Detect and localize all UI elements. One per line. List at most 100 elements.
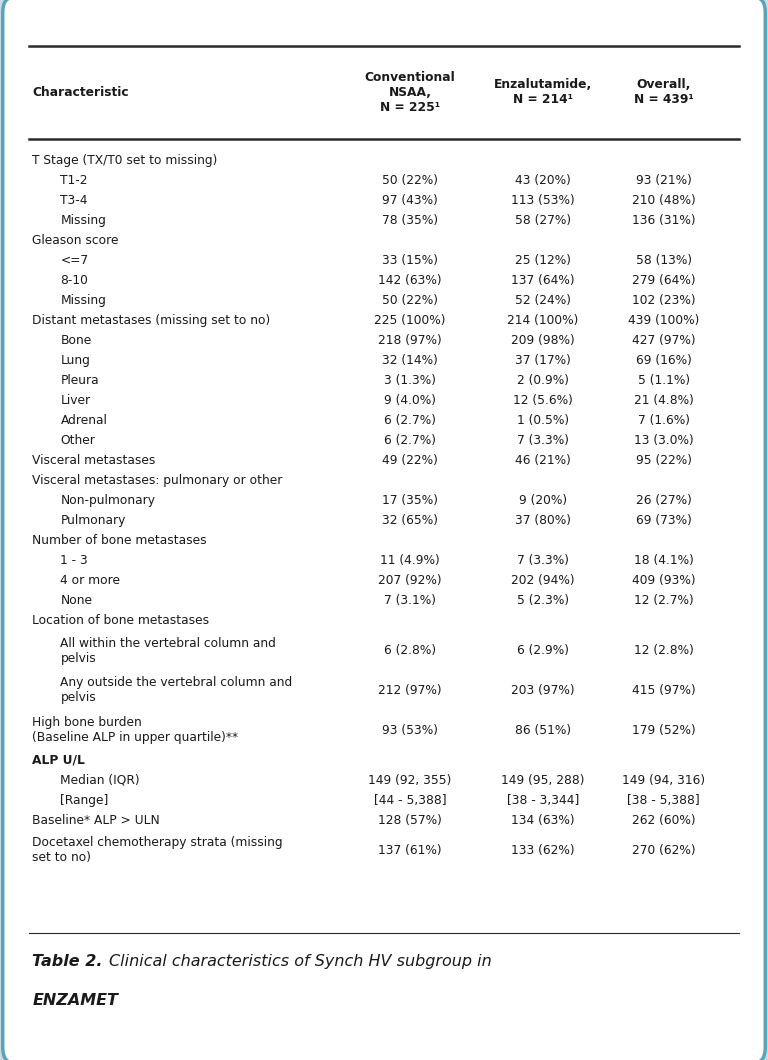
Text: 25 (12%): 25 (12%) [515,254,571,267]
Text: 212 (97%): 212 (97%) [378,684,442,697]
Text: 415 (97%): 415 (97%) [632,684,696,697]
Text: [38 - 3,344]: [38 - 3,344] [507,794,579,807]
Text: 9 (4.0%): 9 (4.0%) [384,394,436,407]
Text: Non-pulmonary: Non-pulmonary [61,494,155,507]
Text: 37 (80%): 37 (80%) [515,514,571,527]
Text: Distant metastases (missing set to no): Distant metastases (missing set to no) [32,315,270,328]
Text: Pleura: Pleura [61,374,99,387]
Text: All within the vertebral column and
pelvis: All within the vertebral column and pelv… [61,636,276,665]
Text: Missing: Missing [61,295,106,307]
Text: 12 (5.6%): 12 (5.6%) [513,394,573,407]
Text: 93 (21%): 93 (21%) [636,175,692,188]
Text: Visceral metastases: Visceral metastases [32,454,156,467]
Text: 102 (23%): 102 (23%) [632,295,696,307]
Text: 32 (65%): 32 (65%) [382,514,438,527]
Text: None: None [61,594,92,607]
Text: ENZAMET: ENZAMET [32,993,118,1008]
Text: Enzalutamide,
N = 214¹: Enzalutamide, N = 214¹ [494,78,592,106]
Text: 225 (100%): 225 (100%) [374,315,445,328]
Text: 149 (95, 288): 149 (95, 288) [502,774,585,787]
Text: 209 (98%): 209 (98%) [511,334,575,348]
Text: Conventional
NSAA,
N = 225¹: Conventional NSAA, N = 225¹ [365,71,455,113]
Text: 93 (53%): 93 (53%) [382,724,438,737]
Text: 97 (43%): 97 (43%) [382,194,438,208]
Text: T1-2: T1-2 [61,175,88,188]
Text: Location of bone metastases: Location of bone metastases [32,614,210,628]
Text: 7 (3.3%): 7 (3.3%) [517,554,569,567]
Text: Adrenal: Adrenal [61,414,108,427]
Text: 12 (2.8%): 12 (2.8%) [634,644,694,657]
Text: T3-4: T3-4 [61,194,88,208]
Text: 7 (3.3%): 7 (3.3%) [517,435,569,447]
Text: 262 (60%): 262 (60%) [632,814,696,827]
Text: 95 (22%): 95 (22%) [636,454,692,467]
Text: 5 (1.1%): 5 (1.1%) [637,374,690,387]
Text: 32 (14%): 32 (14%) [382,354,438,367]
Text: 33 (15%): 33 (15%) [382,254,438,267]
Text: 6 (2.7%): 6 (2.7%) [384,414,436,427]
Text: 3 (1.3%): 3 (1.3%) [384,374,436,387]
Text: 214 (100%): 214 (100%) [508,315,579,328]
Text: Visceral metastases: pulmonary or other: Visceral metastases: pulmonary or other [32,474,283,488]
Text: 6 (2.9%): 6 (2.9%) [517,644,569,657]
Text: Median (IQR): Median (IQR) [61,774,140,787]
Text: 2 (0.9%): 2 (0.9%) [517,374,569,387]
Text: 46 (21%): 46 (21%) [515,454,571,467]
FancyBboxPatch shape [3,0,765,1060]
Text: 37 (17%): 37 (17%) [515,354,571,367]
Text: Any outside the vertebral column and
pelvis: Any outside the vertebral column and pel… [61,676,293,705]
Text: [Range]: [Range] [61,794,109,807]
Text: 128 (57%): 128 (57%) [378,814,442,827]
Text: Baseline* ALP > ULN: Baseline* ALP > ULN [32,814,160,827]
Text: Overall,
N = 439¹: Overall, N = 439¹ [634,78,694,106]
Text: 149 (92, 355): 149 (92, 355) [368,774,452,787]
Text: 279 (64%): 279 (64%) [632,275,696,287]
Text: Pulmonary: Pulmonary [61,514,126,527]
Text: <=7: <=7 [61,254,88,267]
Text: Bone: Bone [61,334,91,348]
Text: 86 (51%): 86 (51%) [515,724,571,737]
Text: 5 (2.3%): 5 (2.3%) [517,594,569,607]
Text: 133 (62%): 133 (62%) [511,844,575,856]
Text: 49 (22%): 49 (22%) [382,454,438,467]
Text: 52 (24%): 52 (24%) [515,295,571,307]
Text: 58 (13%): 58 (13%) [636,254,692,267]
Text: Missing: Missing [61,214,106,228]
Text: 4 or more: 4 or more [61,575,121,587]
Text: Gleason score: Gleason score [32,234,119,247]
Text: 8-10: 8-10 [61,275,88,287]
Text: 137 (64%): 137 (64%) [511,275,575,287]
Text: 18 (4.1%): 18 (4.1%) [634,554,694,567]
Text: Docetaxel chemotherapy strata (missing
set to no): Docetaxel chemotherapy strata (missing s… [32,836,283,864]
Text: 43 (20%): 43 (20%) [515,175,571,188]
Text: 12 (2.7%): 12 (2.7%) [634,594,694,607]
Text: 207 (92%): 207 (92%) [378,575,442,587]
Text: 409 (93%): 409 (93%) [632,575,696,587]
Text: 13 (3.0%): 13 (3.0%) [634,435,694,447]
Text: 270 (62%): 270 (62%) [632,844,696,856]
Text: 439 (100%): 439 (100%) [628,315,700,328]
Text: 1 (0.5%): 1 (0.5%) [517,414,569,427]
Text: 17 (35%): 17 (35%) [382,494,438,507]
Text: 210 (48%): 210 (48%) [632,194,696,208]
Text: 11 (4.9%): 11 (4.9%) [380,554,440,567]
Text: 149 (94, 316): 149 (94, 316) [622,774,706,787]
Text: 134 (63%): 134 (63%) [511,814,575,827]
Text: Other: Other [61,435,95,447]
Text: Number of bone metastases: Number of bone metastases [32,534,207,547]
Text: ALP U/L: ALP U/L [32,754,85,767]
Text: [38 - 5,388]: [38 - 5,388] [627,794,700,807]
Text: Lung: Lung [61,354,91,367]
Text: 136 (31%): 136 (31%) [632,214,696,228]
Text: 26 (27%): 26 (27%) [636,494,692,507]
Text: 179 (52%): 179 (52%) [632,724,696,737]
Text: 1 - 3: 1 - 3 [61,554,88,567]
Text: 50 (22%): 50 (22%) [382,175,438,188]
Text: 9 (20%): 9 (20%) [519,494,568,507]
Text: 58 (27%): 58 (27%) [515,214,571,228]
Text: Table 2.: Table 2. [32,954,103,969]
Text: Liver: Liver [61,394,91,407]
Text: 142 (63%): 142 (63%) [378,275,442,287]
Text: 113 (53%): 113 (53%) [511,194,575,208]
Text: 21 (4.8%): 21 (4.8%) [634,394,694,407]
